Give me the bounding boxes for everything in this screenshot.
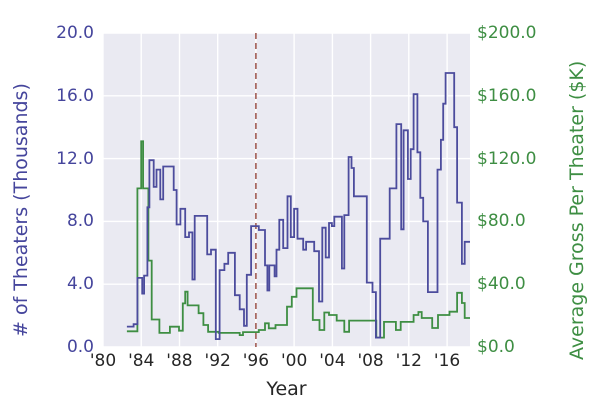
y-left-tick-label: 8.0 (66, 211, 94, 232)
x-tick-label: '92 (204, 351, 231, 371)
y-right-tick-label: $80.0 (477, 211, 526, 232)
y-axis-left-ticks: 0.0 4.0 8.0 12.0 16.0 20.0 (0, 0, 96, 420)
plot-background (103, 33, 470, 347)
x-tick-label: '12 (395, 351, 422, 371)
x-tick-label: '00 (280, 351, 308, 371)
x-tick-label: '96 (242, 351, 270, 371)
y-left-tick-label: 4.0 (66, 274, 94, 295)
series-avg-gross-per-theater-k (126, 140, 470, 339)
y-left-tick-label: 16.0 (56, 85, 94, 106)
y-right-tick-label: $120.0 (477, 148, 537, 169)
y-right-tick-label: $40.0 (477, 274, 526, 295)
y-right-tick-label: $200.0 (477, 23, 537, 43)
y-left-tick-label: 0.0 (66, 337, 94, 357)
y-right-tick-label: $160.0 (477, 85, 537, 106)
x-tick-label: '04 (319, 351, 346, 371)
x-axis-title: Year (266, 378, 307, 400)
y-left-tick-label: 12.0 (56, 148, 94, 169)
y-axis-right-ticks: $0.0 $40.0 $80.0 $120.0 $160.0 $200.0 (477, 0, 600, 420)
x-tick-label: '88 (166, 351, 193, 371)
x-tick-label: '08 (357, 351, 384, 371)
plot-area (103, 33, 470, 347)
x-tick-label: '80 (89, 351, 117, 371)
gridlines (103, 33, 470, 347)
x-tick-label: '84 (128, 351, 155, 371)
y-left-tick-label: 20.0 (56, 23, 94, 43)
x-tick-label: '16 (433, 351, 461, 371)
y-right-tick-label: $0.0 (477, 337, 515, 357)
x-axis-ticks: '80 '84 '88 '92 '96 '00 '04 '08 '12 '16 (90, 351, 470, 373)
series-theaters-thousands (126, 72, 470, 340)
